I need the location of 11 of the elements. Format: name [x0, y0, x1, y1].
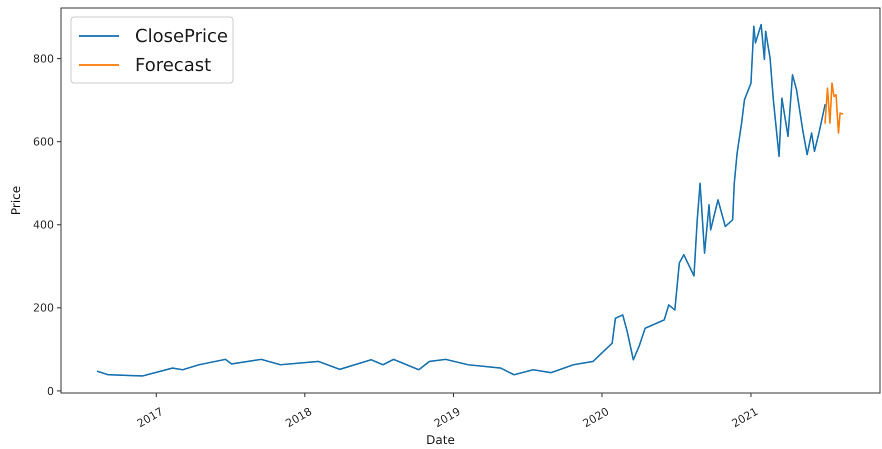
line-series [96, 24, 826, 377]
y-tick-label: 400 [33, 218, 54, 232]
x-axis-title: Date [426, 433, 455, 447]
y-tick-label: 800 [33, 52, 54, 66]
y-tick-label: 600 [33, 136, 54, 149]
y-tick-label: 0 [47, 384, 54, 398]
y-tick-label: 200 [33, 302, 54, 315]
legend-label: ClosePrice [135, 26, 228, 47]
y-axis-title: Price [9, 186, 23, 216]
line-series [824, 82, 844, 134]
legend-label: Forecast [135, 55, 212, 76]
